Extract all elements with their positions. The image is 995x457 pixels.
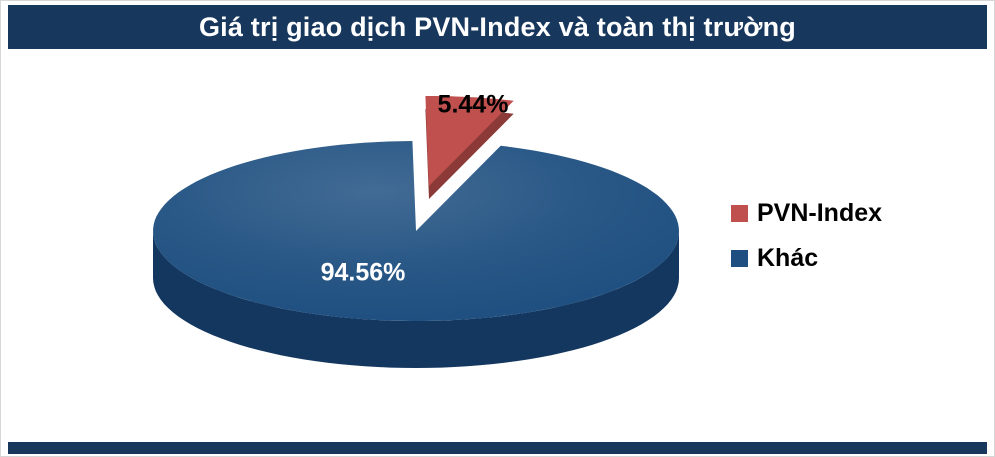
legend-marker-pvn-index-icon [731,205,748,222]
legend-item-khac: Khác [731,244,882,273]
legend-item-pvn-index: PVN-Index [731,199,882,228]
bottom-accent-bar [8,442,987,454]
slice-label-pvn-index: 5.44% [437,90,509,119]
legend: PVN-Index Khác [731,199,882,273]
legend-label-pvn-index: PVN-Index [757,199,883,227]
chart-title: Giá trị giao dịch PVN-Index và toàn thị … [198,11,796,42]
slice-label-khac: 94.56% [320,258,406,287]
legend-marker-khac-icon [731,250,748,267]
legend-label-khac: Khác [757,244,819,272]
chart-title-bar: Giá trị giao dịch PVN-Index và toàn thị … [8,5,987,49]
